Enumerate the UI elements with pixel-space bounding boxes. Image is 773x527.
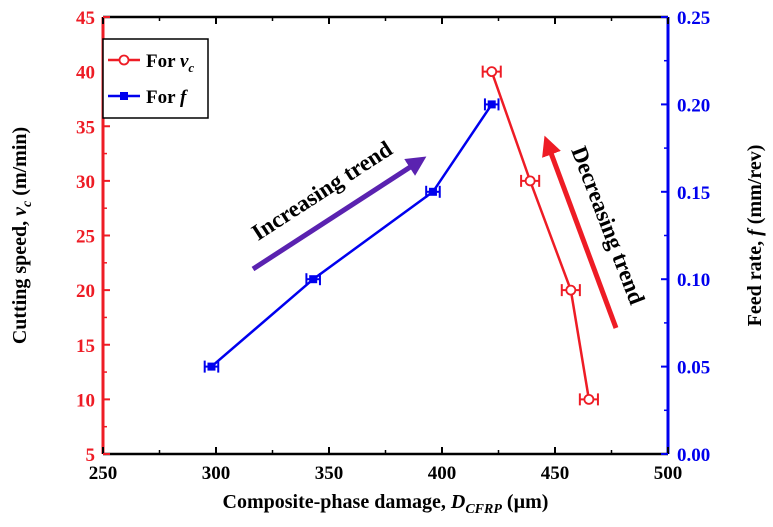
- legend-marker-f: [120, 92, 128, 100]
- data-point-f: [309, 275, 318, 284]
- y-left-axis-title: Cutting speed, vc (m/min): [9, 127, 35, 344]
- y-left-tick-label: 25: [76, 227, 95, 248]
- x-tick-label: 400: [428, 463, 457, 484]
- x-tick-label: 300: [202, 463, 231, 484]
- x-tick-label: 350: [315, 463, 344, 484]
- y-right-tick-label: 0.00: [677, 445, 710, 466]
- x-tick-label: 450: [541, 463, 570, 484]
- series-line-f: [210, 103, 493, 368]
- decreasing-trend-arrow: [542, 135, 619, 329]
- data-point-vc: [565, 284, 577, 296]
- y-left-tick-label: 10: [76, 390, 95, 411]
- y-left-tick-label: 45: [76, 8, 95, 29]
- y-right-tick-label: 0.20: [677, 95, 710, 116]
- legend-marker-vc: [118, 54, 130, 66]
- data-point-vc: [583, 393, 595, 405]
- data-point-vc: [524, 175, 536, 187]
- y-left-tick-label: 35: [76, 117, 95, 138]
- x-tick-label: 500: [654, 463, 683, 484]
- increasing-trend-arrow: [251, 156, 427, 272]
- legend-label-f: For f: [146, 87, 188, 108]
- x-tick-label: 250: [89, 463, 118, 484]
- legend-box: [102, 38, 209, 119]
- data-point-vc: [486, 66, 498, 78]
- y-right-tick-label: 0.15: [677, 183, 710, 204]
- y-right-tick-label: 0.10: [677, 270, 710, 291]
- legend-label-vc: For vc: [146, 51, 194, 75]
- data-point-f: [207, 362, 216, 371]
- y-left-tick-label: 20: [76, 281, 95, 302]
- series-line-vc: [490, 71, 591, 400]
- y-left-tick-label: 40: [76, 63, 95, 84]
- y-right-axis-title: Feed rate, f (mm/rev): [744, 145, 766, 327]
- y-right-tick-label: 0.05: [677, 358, 710, 379]
- x-axis-title: Composite-phase damage, DCFRP (µm): [223, 491, 549, 517]
- y-left-tick-label: 30: [76, 172, 95, 193]
- y-right-tick-label: 0.25: [677, 8, 710, 29]
- data-point-f: [487, 100, 496, 109]
- data-point-f: [428, 187, 437, 196]
- y-left-tick-label: 15: [76, 336, 95, 357]
- y-left-tick-label: 5: [86, 445, 96, 466]
